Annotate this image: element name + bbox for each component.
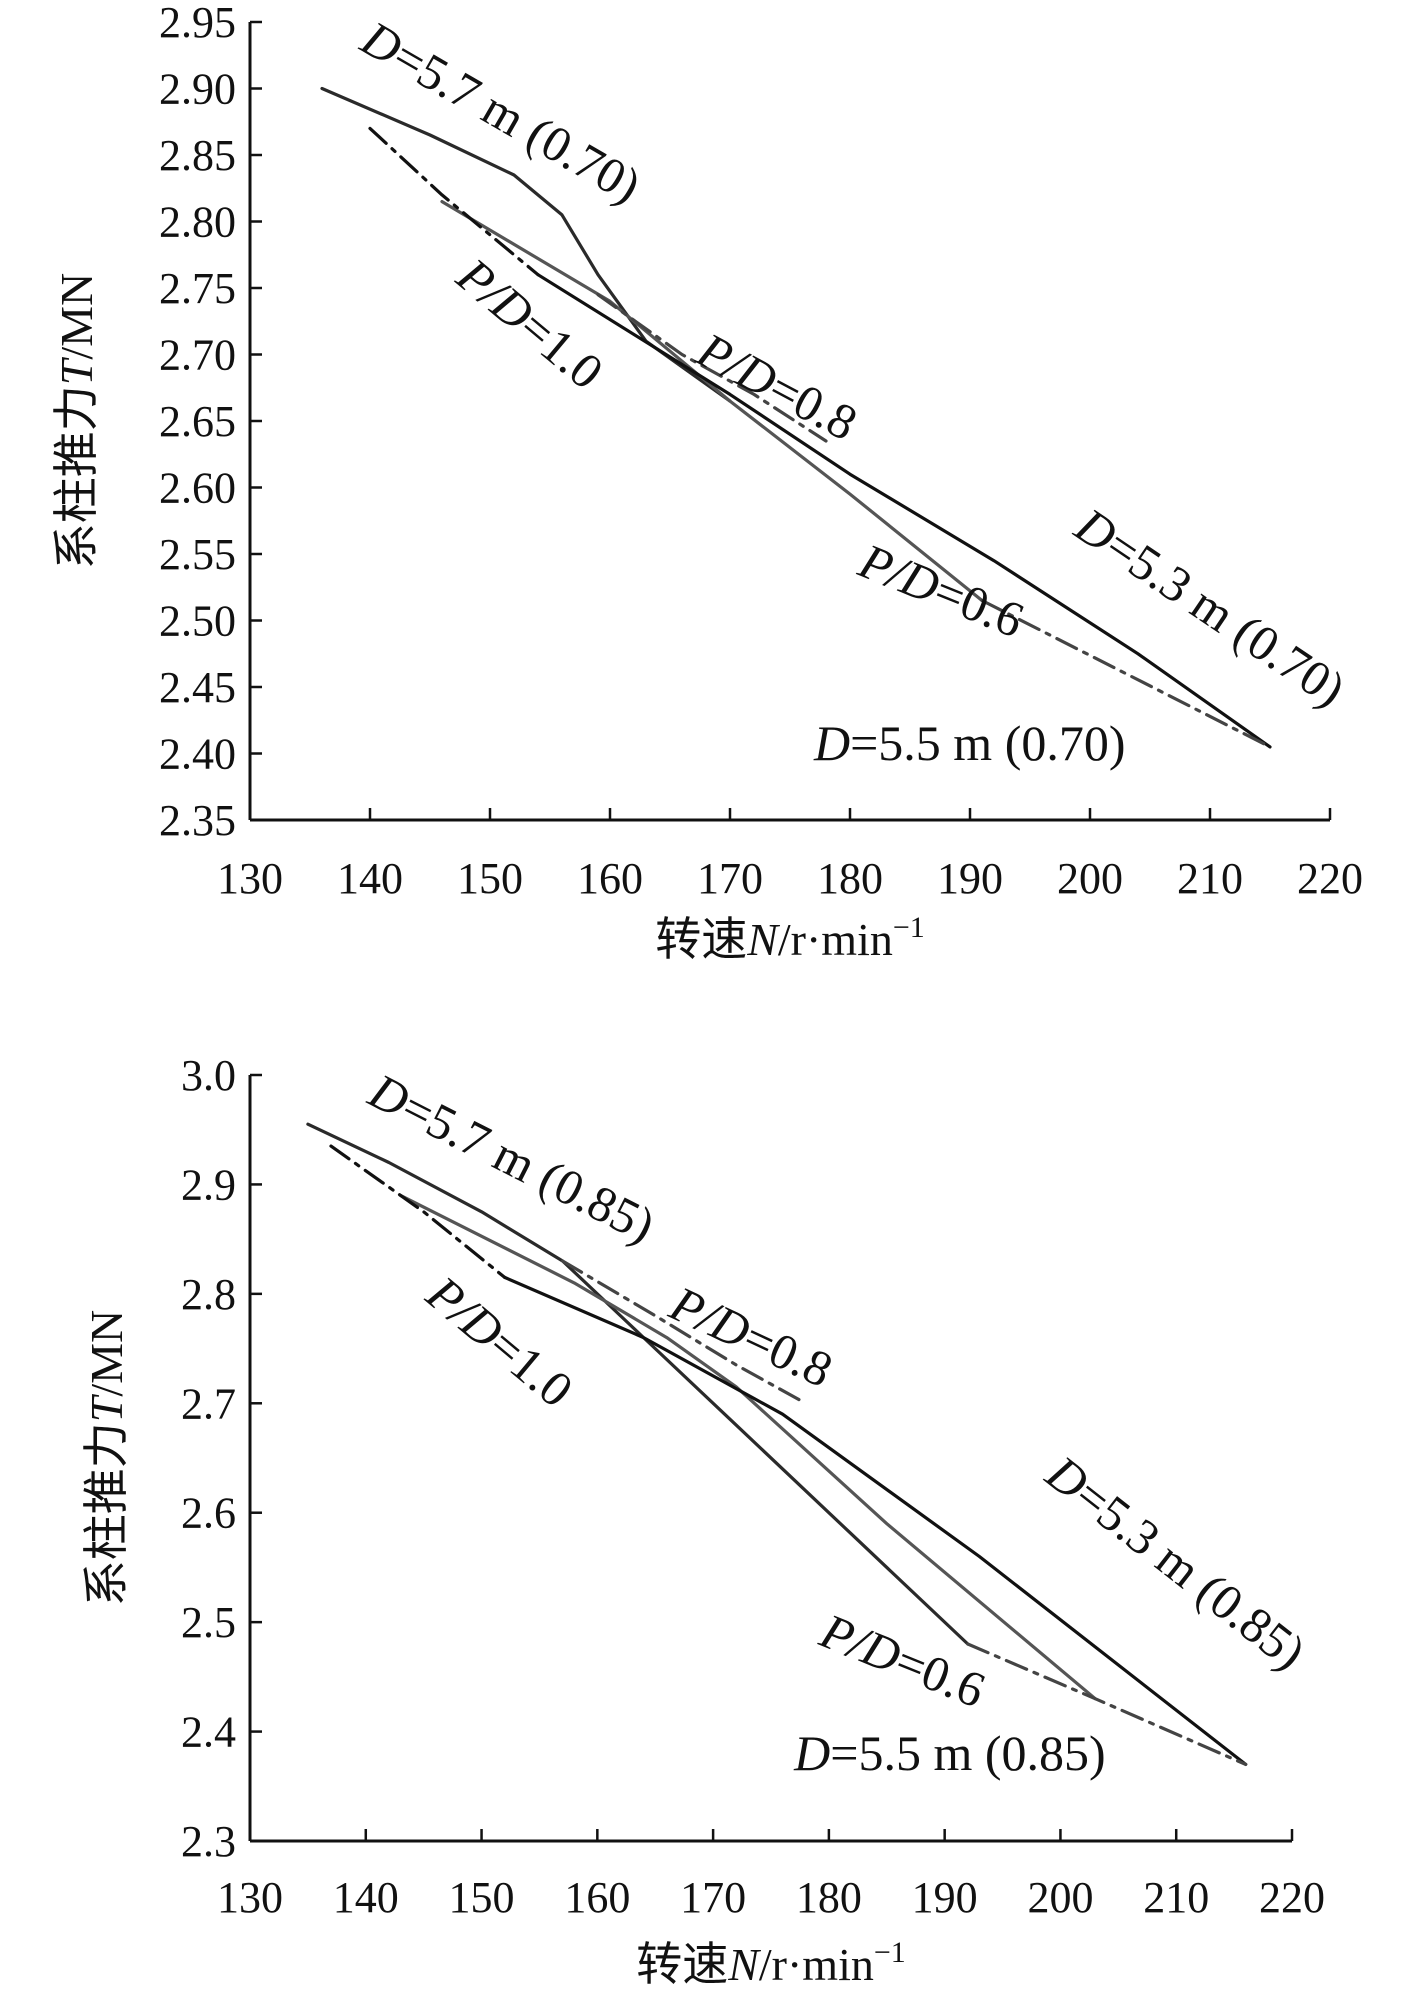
- x-axis-label: 转速N/r·min−1: [655, 911, 925, 965]
- series-line: [536, 273, 1272, 749]
- y-tick-label: 2.95: [159, 0, 236, 47]
- series-annotation: D=5.7 m (0.85): [360, 1062, 664, 1254]
- x-tick-label: 220: [1259, 1873, 1325, 1922]
- series-annotation: D=5.5 m (0.85): [793, 1725, 1105, 1781]
- x-tick-label: 220: [1297, 854, 1363, 903]
- y-tick-label: 2.70: [159, 331, 236, 380]
- x-ticks: 130 140 150 160 170 180 190 200 210 220: [217, 808, 1363, 903]
- series-line: [560, 1259, 808, 1405]
- y-tick-label: 2.50: [159, 597, 236, 646]
- x-tick-label: 170: [680, 1873, 746, 1922]
- y-tick-label: 2.60: [159, 464, 236, 513]
- y-tick-label: 2.9: [181, 1160, 236, 1209]
- x-tick-label: 210: [1143, 1873, 1209, 1922]
- series-group: [306, 1122, 1248, 1767]
- chart-1: 2.35 2.40 2.45 2.50 2.55 2.60 2.65 2.70 2.75 2.80…: [51, 0, 1363, 965]
- x-tick-label: 160: [577, 854, 643, 903]
- x-tick-label: 180: [796, 1873, 862, 1922]
- series-annotation: P/D=0.6: [851, 532, 1032, 648]
- series-annotation: D=5.3 m (0.85): [1036, 1444, 1317, 1681]
- series-annotation: P/D=0.6: [812, 1602, 993, 1718]
- y-tick-label: 2.5: [181, 1598, 236, 1647]
- y-tick-label: 2.40: [159, 730, 236, 779]
- y-tick-label: 2.90: [159, 65, 236, 114]
- x-tick-label: 130: [217, 1873, 283, 1922]
- y-tick-label: 3.0: [181, 1051, 236, 1100]
- x-tick-label: 200: [1027, 1873, 1093, 1922]
- series-annotation: P/D=1.0: [416, 1264, 584, 1418]
- y-tick-label: 2.35: [159, 796, 236, 845]
- x-tick-label: 130: [217, 854, 283, 903]
- y-tick-label: 2.45: [159, 663, 236, 712]
- y-tick-label: 2.6: [181, 1489, 236, 1538]
- series-annotation: D=5.3 m (0.70): [1065, 496, 1355, 717]
- x-tick-label: 190: [937, 854, 1003, 903]
- x-tick-label: 150: [457, 854, 523, 903]
- y-ticks: 2.35 2.40 2.45 2.50 2.55 2.60 2.65 2.70 2.75 2.80…: [159, 0, 262, 845]
- x-tick-label: 140: [337, 854, 403, 903]
- y-axis-label: 系柱推力T/MN: [81, 1310, 132, 1607]
- y-tick-label: 2.75: [159, 264, 236, 313]
- y-tick-label: 2.8: [181, 1270, 236, 1319]
- x-tick-label: 170: [697, 854, 763, 903]
- y-tick-label: 2.7: [181, 1379, 236, 1428]
- series-line: [503, 1275, 1248, 1767]
- x-ticks: 130 140 150 160 170 180 190 200 210 220: [217, 1829, 1325, 1922]
- series-line: [596, 293, 828, 443]
- series-annotation: D=5.7 m (0.70): [352, 9, 651, 214]
- series-annotation: D=5.5 m (0.70): [813, 715, 1126, 771]
- x-tick-label: 200: [1057, 854, 1123, 903]
- y-axis-label: 系柱推力T/MN: [51, 273, 102, 570]
- x-tick-label: 160: [564, 1873, 630, 1922]
- x-tick-label: 150: [449, 1873, 515, 1922]
- x-tick-label: 210: [1177, 854, 1243, 903]
- annotations: D=5.7 m (0.70)P/D=1.0 P/D=0.8P/D=0.6D=5.3…: [352, 9, 1356, 771]
- x-tick-label: 180: [817, 854, 883, 903]
- y-tick-label: 2.55: [159, 530, 236, 579]
- y-tick-label: 2.85: [159, 131, 236, 180]
- annotations: D=5.7 m (0.85)P/D=1.0 P/D=0.8P/D=0.6D=5.3…: [360, 1062, 1316, 1781]
- y-tick-label: 2.65: [159, 397, 236, 446]
- series-line: [440, 200, 984, 603]
- y-tick-label: 2.80: [159, 198, 236, 247]
- series-line: [398, 1193, 1097, 1701]
- series-line: [368, 126, 540, 277]
- y-tick-label: 2.3: [181, 1817, 236, 1866]
- x-axis-label: 转速N/r·min−1: [636, 1936, 906, 1990]
- y-tick-label: 2.4: [181, 1708, 236, 1757]
- series-line: [966, 1642, 1248, 1767]
- x-tick-label: 140: [333, 1873, 399, 1922]
- series-group: [320, 86, 1272, 749]
- series-line: [329, 1144, 507, 1280]
- series-line: [980, 598, 1272, 749]
- x-tick-label: 190: [912, 1873, 978, 1922]
- y-ticks: 2.3 2.4 2.5 2.6 2.7 2.8 2.9 3.0: [181, 1051, 262, 1866]
